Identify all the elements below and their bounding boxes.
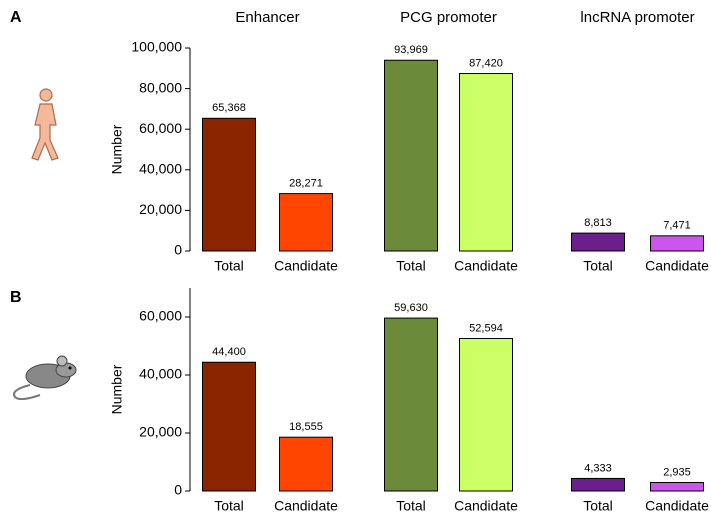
x-tick-label: Candidate [274,258,338,274]
bar [651,482,704,491]
bar [572,478,625,491]
y-tick-label: 40,000 [139,161,182,177]
x-tick-label: Candidate [645,498,709,514]
group-title: Enhancer [235,9,299,26]
panel-label: A [10,9,22,26]
value-label: 65,368 [212,102,246,114]
group-title: PCG promoter [400,9,497,26]
bar [460,74,513,251]
value-label: 87,420 [469,57,503,69]
y-tick-label: 20,000 [139,424,182,440]
x-tick-label: Total [583,498,613,514]
x-tick-label: Candidate [274,498,338,514]
chart: A Number 0 20,000 40,000 60,000 80,000 100,000 E… [0,0,711,516]
y-tick-label: 80,000 [139,79,182,95]
x-tick-label: Total [583,258,613,274]
bar [203,362,256,491]
value-label: 8,813 [584,217,612,229]
human-icon [32,89,58,160]
y-tick-label: 40,000 [139,366,182,382]
y-tick-label: 0 [174,242,182,258]
x-tick-label: Candidate [645,258,709,274]
value-label: 59,630 [394,302,428,314]
x-tick-label: Candidate [454,498,518,514]
y-axis-label: Number [109,364,125,414]
bar [385,60,438,251]
value-label: 7,471 [663,220,691,232]
y-tick-label: 60,000 [139,308,182,324]
x-tick-label: Total [396,258,426,274]
value-label: 44,400 [212,346,246,358]
bar [203,118,256,251]
value-label: 93,969 [394,44,428,56]
group-title: lncRNA promoter [580,9,694,26]
bar [460,338,513,491]
bar [651,236,704,251]
value-label: 52,594 [469,322,503,334]
bar [280,437,333,491]
y-axis-label: Number [109,124,125,174]
y-tick-label: 0 [174,482,182,498]
y-tick-label: 100,000 [131,39,182,55]
page: A Number 0 20,000 40,000 60,000 80,000 100,000 E… [0,0,711,521]
x-tick-label: Total [396,498,426,514]
y-tick-label: 20,000 [139,201,182,217]
bar [280,194,333,251]
mouse-icon [14,356,76,399]
bar [572,233,625,251]
panel-label: B [10,289,22,306]
bar [385,318,438,491]
value-label: 18,555 [289,421,323,433]
value-label: 4,333 [584,462,612,474]
value-label: 28,271 [289,178,323,190]
y-tick-label: 60,000 [139,120,182,136]
x-tick-label: Candidate [454,258,518,274]
value-label: 2,935 [663,466,691,478]
x-tick-label: Total [214,498,244,514]
x-tick-label: Total [214,258,244,274]
